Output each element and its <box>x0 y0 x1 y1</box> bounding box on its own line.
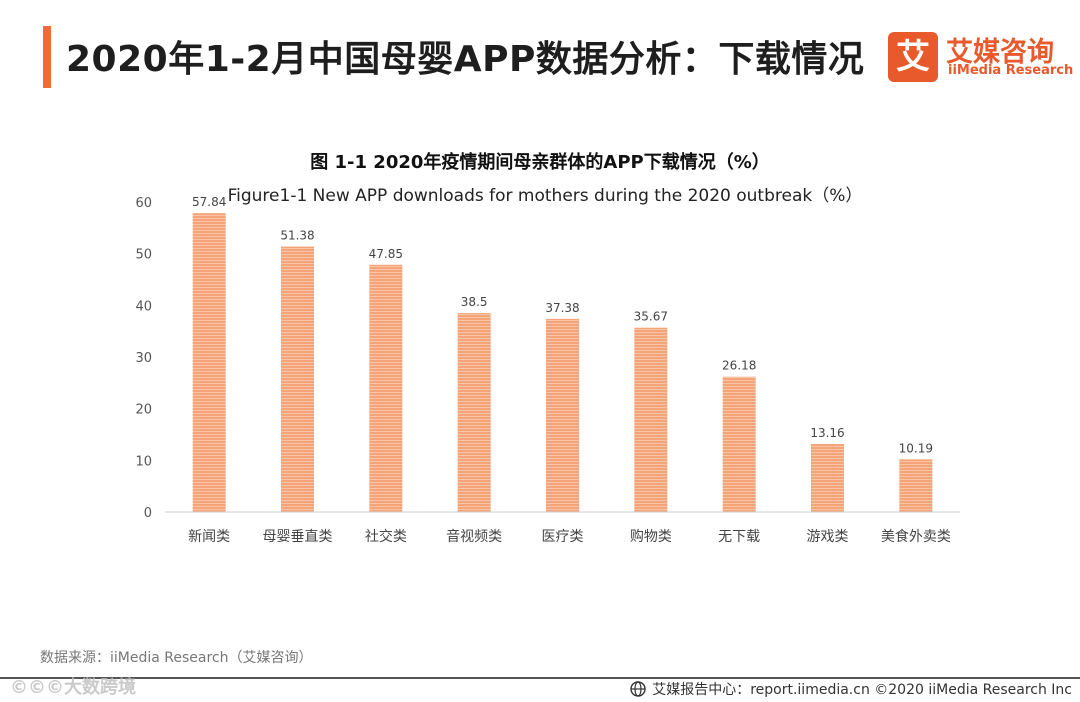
x-category-label: 购物类 <box>630 529 672 545</box>
footer: 艾媒报告中心：report.iimedia.cn ©2020 iiMedia R… <box>630 679 1072 699</box>
bar <box>281 246 314 512</box>
bar-value-label: 26.18 <box>722 359 756 373</box>
logo-name-cn: 艾媒咨询 <box>946 37 1054 68</box>
bar <box>546 318 579 512</box>
bar <box>634 327 668 512</box>
bar <box>722 376 756 512</box>
logo-name-en: iiMedia Research <box>948 63 1074 78</box>
y-tick-label: 50 <box>135 248 152 263</box>
iimedia-logo: 艾 艾媒咨询 iiMedia Research <box>888 30 1073 84</box>
bar-value-label: 57.84 <box>192 195 226 209</box>
bar-value-label: 13.16 <box>810 426 844 440</box>
x-category-label: 音视频类 <box>446 528 502 545</box>
bar <box>369 264 403 512</box>
y-tick-label: 10 <box>135 454 152 469</box>
x-category-label: 无下载 <box>718 529 760 545</box>
bar-value-label: 37.38 <box>545 301 579 315</box>
bar-value-label: 51.38 <box>280 229 314 243</box>
x-category-label: 游戏类 <box>807 529 849 545</box>
bar-value-label: 47.85 <box>369 247 403 261</box>
y-tick-label: 0 <box>144 506 152 521</box>
y-tick-label: 20 <box>135 403 152 418</box>
page-title: 2020年1-2月中国母婴APP数据分析：下载情况 <box>66 39 865 80</box>
bar-value-label: 10.19 <box>899 441 933 455</box>
x-category-label: 新闻类 <box>188 529 230 545</box>
x-category-label: 社交类 <box>365 528 407 545</box>
globe-icon <box>630 681 646 697</box>
y-tick-label: 60 <box>135 196 152 211</box>
footer-divider <box>0 677 1080 679</box>
chart-title: 图 1-1 2020年疫情期间母亲群体的APP下载情况（%） <box>310 152 770 173</box>
bar <box>811 444 844 512</box>
x-category-label: 医疗类 <box>542 529 584 545</box>
watermark: ©©©大数跨境 <box>10 677 136 698</box>
logo-mark-icon: 艾 <box>888 32 938 82</box>
x-category-label: 母婴垂直类 <box>263 528 333 545</box>
bar-value-label: 38.5 <box>461 295 488 309</box>
bar-value-label: 35.67 <box>634 310 668 324</box>
title-accent-bar <box>43 26 51 88</box>
footer-text: 艾媒报告中心：report.iimedia.cn ©2020 iiMedia R… <box>652 682 1072 698</box>
bar <box>457 313 491 512</box>
bar <box>192 213 226 512</box>
y-tick-label: 40 <box>135 299 152 314</box>
chart-subtitle: Figure1-1 New APP downloads for mothers … <box>227 186 863 206</box>
x-category-label: 美食外卖类 <box>881 528 951 545</box>
bar <box>899 459 933 512</box>
data-source: 数据来源：iiMedia Research（艾媒咨询） <box>40 650 313 666</box>
y-tick-label: 30 <box>135 351 152 366</box>
